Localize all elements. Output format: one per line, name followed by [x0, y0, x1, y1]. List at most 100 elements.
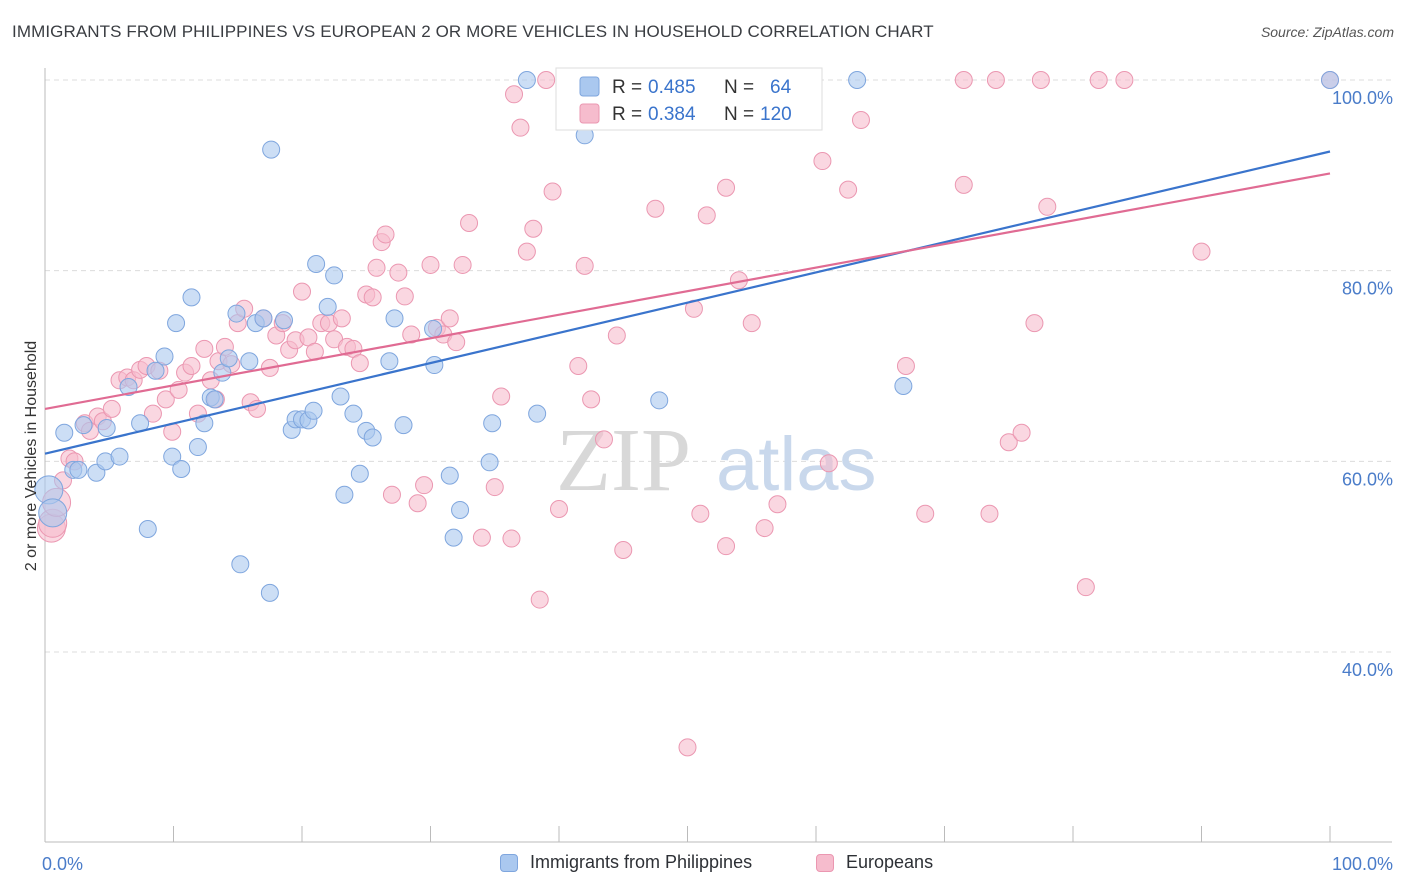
europeans-point	[678, 738, 697, 757]
y-tick-label: 100.0%	[1332, 88, 1393, 108]
europeans-point	[954, 175, 973, 194]
philippines-point	[848, 71, 867, 89]
europeans-point	[408, 494, 427, 513]
philippines-point	[260, 583, 279, 602]
europeans-point	[819, 454, 838, 473]
europeans-point	[537, 71, 556, 89]
europeans-point	[980, 504, 999, 523]
legend-r-label-1: R =	[612, 77, 642, 98]
europeans-point	[1031, 71, 1050, 89]
europeans-point	[543, 182, 562, 201]
europeans-point	[511, 118, 530, 137]
philippines-point	[110, 447, 129, 466]
y-tick-label: 60.0%	[1342, 469, 1393, 489]
philippines-point	[74, 416, 93, 435]
europeans-point	[1115, 71, 1134, 89]
europeans-point	[742, 314, 761, 333]
europeans-point	[440, 309, 459, 328]
legend-r-value-1: 0.485	[648, 77, 696, 98]
europeans-point	[367, 258, 386, 277]
philippines-point	[146, 361, 165, 380]
europeans-point	[376, 225, 395, 244]
europeans-point	[916, 504, 935, 523]
philippines-point	[385, 309, 404, 328]
philippines-point	[167, 314, 186, 333]
philippines-point	[231, 555, 250, 574]
europeans-point	[332, 309, 351, 328]
europeans-point	[472, 528, 491, 547]
europeans-point	[530, 590, 549, 609]
philippines-points	[34, 71, 1339, 602]
philippines-point	[195, 414, 214, 433]
europeans-point	[1025, 314, 1044, 333]
europeans-point	[460, 214, 479, 232]
philippines-point	[480, 453, 499, 472]
philippines-point	[240, 352, 259, 371]
philippines-point	[188, 438, 207, 457]
philippines-point	[894, 377, 913, 396]
philippines-point	[227, 304, 246, 323]
philippines-point	[262, 140, 281, 159]
legend-n-value-1: 64	[770, 77, 792, 98]
europeans-trend-line	[44, 172, 1331, 410]
philippines-point	[69, 460, 88, 479]
europeans-point	[569, 357, 588, 375]
philippines-point	[394, 416, 413, 435]
legend-n-label-2: N =	[724, 104, 754, 125]
europeans-point	[502, 529, 521, 548]
philippines-point	[138, 520, 157, 539]
philippines-point	[304, 401, 323, 420]
legend-swatch-blue	[579, 76, 600, 97]
philippines-point	[451, 500, 470, 519]
europeans-point	[813, 152, 832, 171]
philippines-point	[331, 387, 350, 406]
philippines-point	[219, 349, 238, 368]
philippines-point	[380, 352, 399, 371]
europeans-point	[717, 537, 736, 556]
chart-title: IMMIGRANTS FROM PHILIPPINES VS EUROPEAN …	[12, 22, 934, 41]
legend-label-philippines: Immigrants from Philippines	[530, 852, 753, 872]
philippines-point	[335, 485, 354, 504]
europeans-point	[447, 333, 466, 352]
x-tick-label: 100.0%	[1332, 854, 1393, 874]
europeans-point	[505, 85, 524, 104]
europeans-point	[415, 476, 434, 495]
europeans-point	[1038, 197, 1057, 216]
philippines-point	[325, 266, 344, 285]
y-tick-labels: 40.0% 60.0% 80.0% 100.0%	[1332, 88, 1393, 680]
europeans-point	[492, 387, 511, 406]
philippines-point	[38, 498, 68, 528]
europeans-point	[594, 430, 613, 449]
europeans-point	[421, 255, 440, 274]
philippines-point	[483, 414, 502, 433]
europeans-point	[143, 404, 162, 423]
watermark-atlas: atlas	[716, 422, 877, 507]
europeans-point	[999, 433, 1018, 452]
europeans-point	[402, 325, 421, 344]
y-tick-label: 80.0%	[1342, 279, 1393, 299]
watermark-zip: ZIP	[556, 411, 691, 510]
trend-lines	[44, 150, 1331, 455]
europeans-point	[453, 255, 472, 274]
europeans-point	[851, 111, 870, 130]
philippines-point	[517, 71, 536, 89]
correlation-legend: R = 0.485 N = 64 R = 0.384 N = 120	[555, 67, 823, 131]
europeans-point	[697, 206, 716, 225]
europeans-point	[839, 180, 858, 199]
legend-item-europeans[interactable]: Europeans	[816, 852, 933, 873]
bottom-legend: Immigrants from Philippines Europeans	[0, 852, 1406, 878]
philippines-point	[528, 404, 547, 423]
philippines-point	[163, 447, 182, 466]
source-label: Source: ZipAtlas.com	[1260, 24, 1394, 40]
legend-item-philippines[interactable]: Immigrants from Philippines	[500, 852, 752, 873]
legend-r-label-2: R =	[612, 104, 642, 125]
philippines-point	[440, 466, 459, 485]
philippines-point	[205, 390, 224, 409]
philippines-point	[275, 311, 294, 330]
europeans-point	[768, 495, 787, 514]
europeans-point	[195, 339, 214, 358]
europeans-point	[755, 519, 774, 538]
legend-r-value-2: 0.384	[648, 104, 696, 125]
europeans-point	[1192, 242, 1211, 261]
